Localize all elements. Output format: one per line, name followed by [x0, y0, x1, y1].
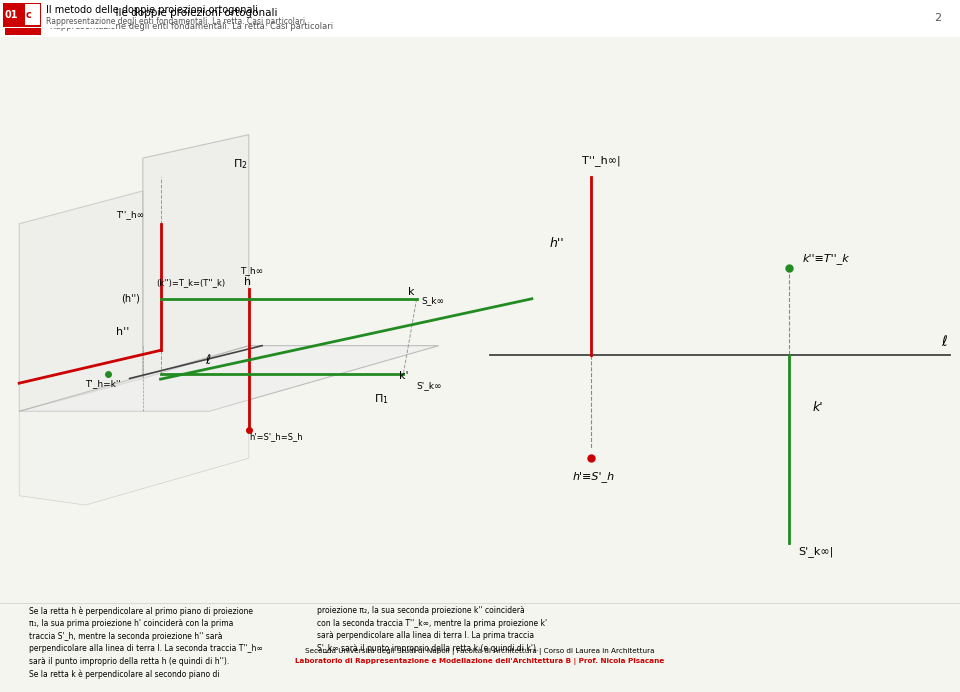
- Text: $\Pi_2$: $\Pi_2$: [232, 158, 248, 171]
- Text: proiezione π₂, la sua seconda proiezione k'' coinciderà
con la seconda traccia T: proiezione π₂, la sua seconda proiezione…: [317, 606, 547, 653]
- Text: $\ell$: $\ell$: [941, 334, 948, 349]
- Polygon shape: [19, 345, 439, 411]
- Polygon shape: [19, 191, 143, 411]
- Bar: [0, 0, 115, 28]
- Text: c: c: [25, 13, 32, 24]
- Text: T''_h∞|: T''_h∞|: [582, 155, 620, 165]
- Text: (k'')=T_k=(T''_k): (k'')=T_k=(T''_k): [156, 278, 226, 287]
- Text: Rappresentazione degli enti fondamentali. La retta. Casi particolari: Rappresentazione degli enti fondamentali…: [46, 17, 305, 26]
- Text: $\ell$: $\ell$: [204, 354, 211, 367]
- Text: k': k': [399, 371, 409, 381]
- Text: h'=S'_h=S_h: h'=S'_h=S_h: [249, 432, 302, 441]
- Polygon shape: [19, 345, 249, 505]
- Text: k''≡T''_k: k''≡T''_k: [803, 253, 850, 264]
- Text: h'≡S'_h: h'≡S'_h: [572, 471, 614, 482]
- Bar: [0, 0, 960, 37]
- Text: c: c: [26, 10, 32, 20]
- Text: k': k': [812, 401, 823, 415]
- Bar: [25, 4, 40, 26]
- Text: T_h∞: T_h∞: [240, 266, 263, 275]
- Text: 01: 01: [8, 13, 23, 24]
- Text: S'_k∞: S'_k∞: [417, 381, 443, 390]
- Text: h: h: [245, 277, 252, 287]
- Text: k: k: [408, 286, 415, 297]
- Polygon shape: [143, 135, 249, 379]
- Text: Il metodo delle doppie proiezioni ortogonali: Il metodo delle doppie proiezioni ortogo…: [50, 8, 277, 18]
- Text: 01: 01: [5, 10, 18, 20]
- Bar: [3, 3, 41, 27]
- Text: Il metodo delle doppie proiezioni ortogonali: Il metodo delle doppie proiezioni ortogo…: [46, 5, 258, 15]
- Text: h'': h'': [549, 237, 564, 251]
- Text: 2: 2: [934, 13, 941, 24]
- Text: T''_h∞: T''_h∞: [116, 210, 144, 219]
- Text: Se la retta h è perpendicolare al primo piano di proiezione
π₁, la sua prima pro: Se la retta h è perpendicolare al primo …: [29, 606, 262, 679]
- Text: S'_k∞|: S'_k∞|: [799, 546, 833, 557]
- Text: Rappresentazione degli enti fondamentali. La retta. Casi particolari: Rappresentazione degli enti fondamentali…: [50, 22, 333, 31]
- Text: Seconda Università degli Studi di Napoli | Facoltà di Architettura | Corso di La: Seconda Università degli Studi di Napoli…: [305, 648, 655, 655]
- Text: Laboratorio di Rappresentazione e Modellazione dell'Architettura B | Prof. Nicol: Laboratorio di Rappresentazione e Modell…: [296, 657, 664, 664]
- Text: S_k∞: S_k∞: [421, 297, 444, 306]
- Text: T'_h=k'': T'_h=k'': [85, 379, 121, 388]
- Text: (h''): (h''): [121, 294, 139, 304]
- Text: $\Pi_1$: $\Pi_1$: [374, 392, 389, 406]
- Bar: [5, 2, 41, 35]
- Text: h'': h'': [116, 327, 130, 336]
